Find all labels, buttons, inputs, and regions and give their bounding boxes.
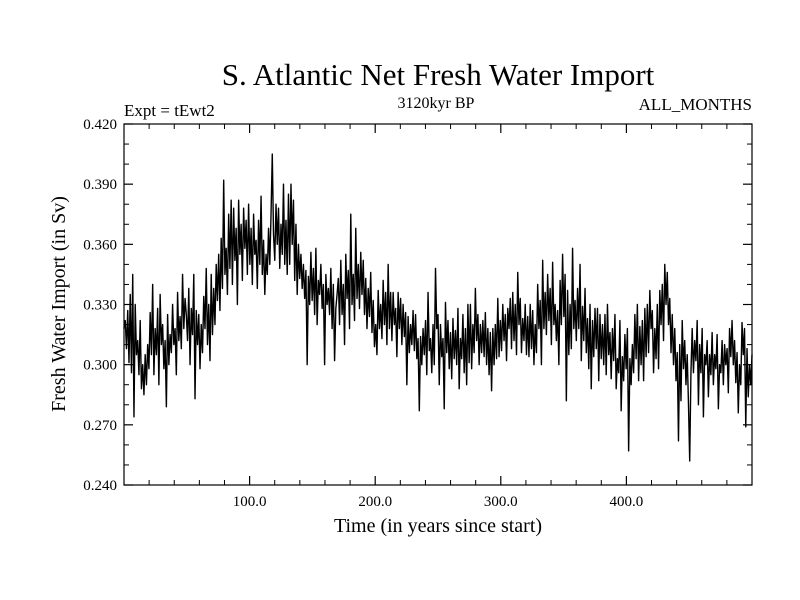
y-tick-label: 0.240 <box>83 478 117 494</box>
months-label: ALL_MONTHS <box>639 95 752 114</box>
x-axis-label: Time (in years since start) <box>334 515 542 537</box>
y-tick-label: 0.270 <box>83 418 117 434</box>
y-tick-label: 0.330 <box>83 298 117 314</box>
x-tick-label: 100.0 <box>233 494 267 510</box>
y-tick-label: 0.300 <box>83 358 117 374</box>
experiment-label: Expt = tEwt2 <box>124 101 215 120</box>
y-tick-label: 0.420 <box>83 117 117 133</box>
x-tick-label: 400.0 <box>610 494 644 510</box>
period-label: 3120kyr BP <box>398 95 475 112</box>
y-tick-label: 0.360 <box>83 237 117 253</box>
y-tick-label: 0.390 <box>83 177 117 193</box>
series-line <box>123 153 753 462</box>
y-axis-label: Fresh Water Import (in Sv) <box>48 196 70 412</box>
x-tick-label: 300.0 <box>484 494 518 510</box>
y-axis: 0.240 0.270 0.300 0.330 0.360 0.390 0.420 <box>83 117 752 494</box>
x-axis: 100.0 200.0 300.0 400.0 <box>148 124 728 510</box>
x-tick-label: 200.0 <box>358 494 392 510</box>
plot-frame <box>123 123 753 486</box>
chart-title: S. Atlantic Net Fresh Water Import <box>222 57 655 92</box>
